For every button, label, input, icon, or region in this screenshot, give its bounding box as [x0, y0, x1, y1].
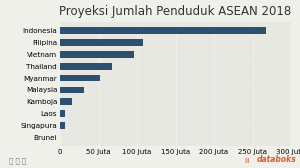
Bar	[60, 28, 266, 34]
Bar	[60, 110, 65, 117]
Title: Proyeksi Jumlah Penduduk ASEAN 2018: Proyeksi Jumlah Penduduk ASEAN 2018	[59, 5, 292, 18]
Bar	[60, 51, 134, 58]
Bar	[60, 75, 100, 81]
Text: ⓒ ⓘ ⓒ: ⓒ ⓘ ⓒ	[9, 157, 26, 164]
Bar	[60, 122, 64, 129]
Bar	[60, 98, 72, 105]
Text: ⅠⅡ: ⅠⅡ	[244, 158, 250, 164]
Bar	[60, 39, 143, 46]
Bar	[60, 63, 112, 70]
Text: databoks: databoks	[256, 155, 296, 164]
Bar	[60, 87, 84, 93]
